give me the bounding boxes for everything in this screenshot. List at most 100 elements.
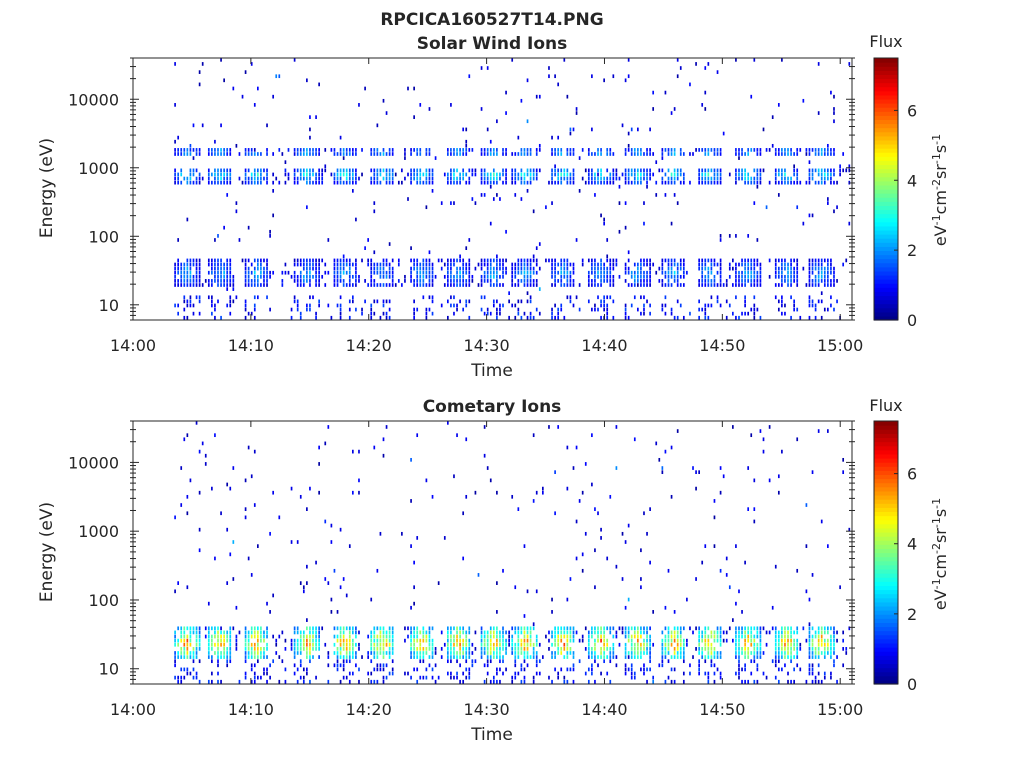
- spectrogram-cell: [342, 156, 345, 160]
- spectrogram-cell: [811, 172, 814, 177]
- spectrogram-cell: [759, 274, 762, 279]
- spectrogram-cell: [217, 168, 219, 173]
- spectrogram-cell: [655, 160, 658, 165]
- spectrogram-cell: [523, 148, 526, 152]
- spectrogram-cell: [728, 172, 731, 177]
- spectrogram-cell: [830, 90, 832, 95]
- spectrogram-cell: [339, 679, 342, 684]
- spectrogram-cell: [716, 667, 719, 672]
- spectrogram-cell: [842, 470, 845, 475]
- spectrogram-cell: [257, 295, 259, 300]
- spectrogram-cell: [180, 655, 183, 659]
- spectrogram-cell: [260, 168, 262, 173]
- spectrogram-cell: [808, 148, 811, 152]
- spectrogram-cell: [833, 168, 835, 173]
- spectrogram-cell: [808, 172, 811, 177]
- spectrogram-cell: [226, 303, 229, 308]
- spectrogram-cell: [324, 283, 327, 287]
- spectrogram-cell: [722, 630, 725, 635]
- spectrogram-cell: [774, 675, 777, 680]
- spectrogram-cell: [180, 634, 183, 639]
- spectrogram-cell: [735, 262, 737, 267]
- spectrogram-cell: [244, 315, 247, 320]
- spectrogram-cell: [698, 279, 700, 283]
- spectrogram-cell: [309, 638, 311, 643]
- spectrogram-cell: [716, 299, 719, 304]
- spectrogram-cell: [606, 270, 609, 275]
- spectrogram-cell: [643, 651, 645, 655]
- spectrogram-cell: [738, 626, 740, 631]
- y-axis-label: Energy (eV): [37, 502, 57, 602]
- spectrogram-cell: [682, 270, 685, 275]
- spectrogram-cell: [587, 630, 590, 635]
- spectrogram-cell: [563, 172, 566, 177]
- spectrogram-cell: [189, 176, 192, 181]
- spectrogram-cell: [535, 168, 538, 173]
- spectrogram-cell: [557, 642, 560, 647]
- spectrogram-cell: [756, 238, 759, 242]
- spectrogram-cell: [673, 647, 676, 651]
- spectrogram-cell: [431, 647, 434, 651]
- spectrogram-cell: [502, 258, 504, 263]
- spectrogram-cell: [244, 642, 247, 647]
- spectrogram-cell: [410, 544, 412, 548]
- spectrogram-cell: [355, 279, 357, 283]
- spectrogram-cell: [514, 663, 517, 668]
- spectrogram-cell: [373, 152, 376, 156]
- spectrogram-cell: [207, 638, 210, 643]
- spectrogram-cell: [220, 651, 222, 655]
- spectrogram-cell: [827, 152, 829, 156]
- colorbar-step: [874, 225, 898, 231]
- spectrogram-cell: [790, 266, 792, 271]
- spectrogram-cell: [652, 90, 655, 95]
- spectrogram-cell: [220, 176, 222, 181]
- spectrogram-cell: [348, 671, 351, 676]
- spectrogram-cell: [425, 205, 428, 210]
- spectrogram-cell: [842, 647, 845, 651]
- spectrogram-cell: [673, 258, 676, 263]
- spectrogram-cell: [557, 626, 560, 631]
- spectrogram-cell: [379, 266, 382, 271]
- spectrogram-cell: [756, 642, 759, 647]
- spectrogram-cell: [811, 638, 814, 643]
- spectrogram-cell: [211, 647, 213, 651]
- spectrogram-cell: [820, 180, 823, 185]
- spectrogram-cell: [750, 651, 753, 655]
- spectrogram-cell: [223, 152, 225, 156]
- spectrogram-cell: [762, 168, 765, 173]
- colorbar-step: [874, 221, 898, 227]
- spectrogram-cell: [569, 262, 572, 267]
- spectrogram-cell: [502, 634, 504, 639]
- spectrogram-cell: [560, 180, 563, 185]
- spectrogram-cell: [551, 630, 553, 635]
- spectrogram-cell: [774, 659, 777, 664]
- spectrogram-cell: [450, 638, 452, 643]
- spectrogram-cell: [817, 429, 820, 433]
- spectrogram-cell: [649, 303, 651, 308]
- spectrogram-cell: [352, 647, 354, 651]
- spectrogram-cell: [489, 626, 492, 631]
- spectrogram-cell: [584, 168, 587, 173]
- spectrogram-cell: [189, 148, 192, 152]
- colorbar-step: [874, 262, 898, 268]
- spectrogram-cell: [299, 315, 302, 320]
- spectrogram-cell: [796, 148, 799, 152]
- spectrogram-cell: [489, 647, 492, 651]
- spectrogram-cell: [830, 642, 832, 647]
- spectrogram-cell: [587, 299, 590, 304]
- spectrogram-cell: [606, 647, 609, 651]
- spectrogram-cell: [732, 638, 734, 643]
- spectrogram-cell: [180, 503, 183, 507]
- spectrogram-cell: [811, 655, 814, 659]
- spectrogram-cell: [627, 638, 630, 643]
- spectrogram-cell: [223, 630, 225, 635]
- spectrogram-cell: [471, 168, 474, 173]
- spectrogram-cell: [428, 295, 431, 300]
- spectrogram-cell: [679, 647, 682, 651]
- spectrogram-cell: [538, 148, 541, 152]
- spectrogram-cell: [814, 266, 817, 271]
- spectrogram-cell: [560, 283, 563, 287]
- spectrogram-cell: [833, 266, 835, 271]
- spectrogram-cell: [827, 642, 829, 647]
- spectrogram-cell: [551, 274, 553, 279]
